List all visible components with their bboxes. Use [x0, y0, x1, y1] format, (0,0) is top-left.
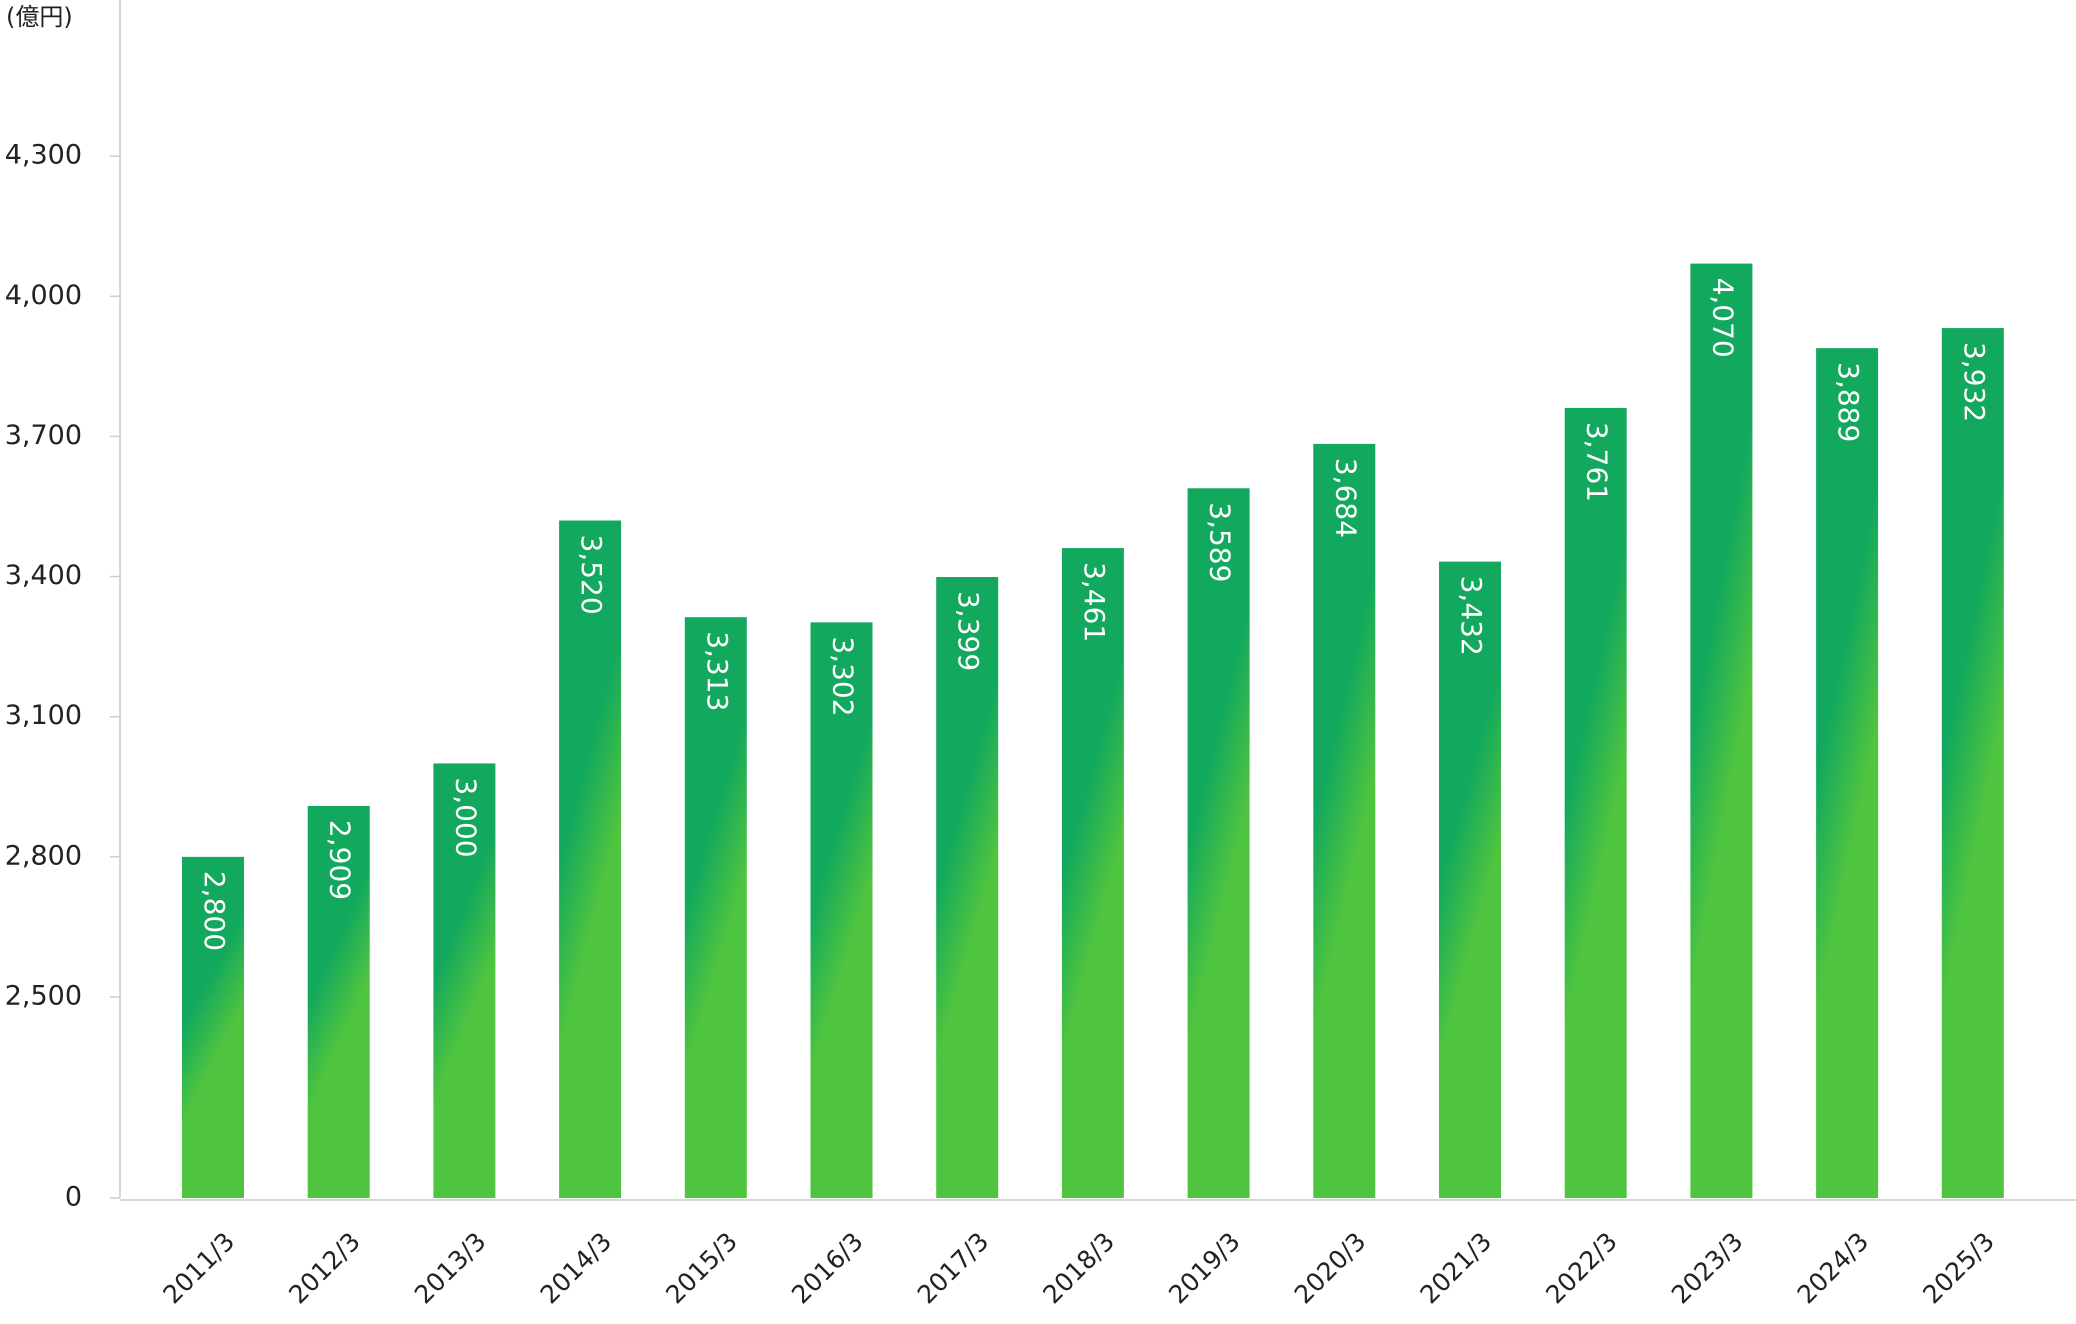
- value-label: 3,589: [1204, 502, 1237, 582]
- x-tick-label: 2021/3: [1414, 1227, 1497, 1310]
- x-tick-label: 2014/3: [535, 1227, 618, 1310]
- value-label: 3,461: [1078, 562, 1111, 642]
- bar: [684, 617, 747, 1198]
- bar: [1690, 263, 1753, 1199]
- x-tick-label: 2020/3: [1289, 1227, 1372, 1310]
- x-tick-label: 2019/3: [1163, 1227, 1246, 1310]
- bar: [559, 520, 622, 1198]
- value-label: 3,932: [1958, 342, 1991, 422]
- value-label: 3,399: [952, 591, 985, 671]
- bar: [1439, 561, 1501, 1198]
- x-tick-label: 2023/3: [1666, 1227, 1749, 1310]
- y-tick-label: 4,300: [5, 140, 82, 171]
- x-tick-label: 2022/3: [1540, 1227, 1623, 1310]
- x-tick-label: 2012/3: [283, 1227, 366, 1310]
- value-label: 3,432: [1455, 576, 1488, 656]
- x-tick-label: 2017/3: [912, 1227, 995, 1310]
- x-tick-label: 2013/3: [409, 1227, 492, 1310]
- bar: [433, 763, 496, 1198]
- x-tick-label: 2018/3: [1037, 1227, 1120, 1310]
- x-tick-label: 2016/3: [786, 1227, 869, 1310]
- value-label: 2,909: [324, 820, 357, 900]
- y-tick-label: 2,500: [5, 981, 82, 1012]
- bar: [1313, 443, 1376, 1199]
- bar: [182, 856, 244, 1198]
- x-tick-label: 2011/3: [157, 1227, 240, 1310]
- y-tick-label: 3,700: [5, 420, 82, 451]
- x-tick-label: 2025/3: [1917, 1227, 2000, 1310]
- bar: [307, 805, 370, 1198]
- value-label: 4,070: [1706, 278, 1739, 358]
- value-label: 3,520: [575, 535, 608, 615]
- x-tick-label: 2015/3: [660, 1227, 743, 1310]
- y-tick-label: 3,100: [5, 700, 82, 731]
- x-tick-label: 2024/3: [1792, 1227, 1875, 1310]
- value-label: 3,761: [1581, 422, 1614, 502]
- y-tick-label: 4,000: [5, 280, 82, 311]
- bar: [1564, 407, 1627, 1198]
- bar: [810, 622, 873, 1198]
- value-label: 2,800: [198, 871, 231, 951]
- bar: [1187, 488, 1250, 1198]
- value-label: 3,302: [827, 636, 860, 716]
- value-label: 3,684: [1329, 458, 1362, 538]
- y-unit: (億円): [6, 3, 73, 31]
- value-label: 3,889: [1832, 362, 1865, 442]
- y-tick-label: 3,400: [5, 560, 82, 591]
- bar: [1061, 548, 1124, 1198]
- value-label: 3,000: [449, 777, 482, 857]
- bar: [936, 577, 999, 1198]
- value-label: 3,313: [701, 631, 734, 711]
- bar: [1816, 348, 1879, 1199]
- y-tick-label: 2,800: [5, 840, 82, 871]
- bar: [1941, 328, 2004, 1199]
- y-tick-label: 0: [65, 1182, 82, 1213]
